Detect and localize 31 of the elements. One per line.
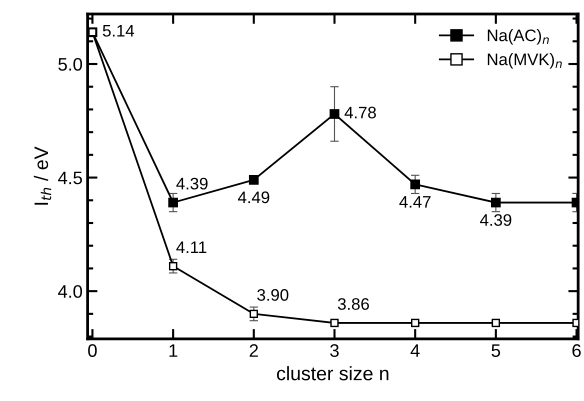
x-tick-label: 2 [250,344,258,357]
data-label: 3.86 [338,298,369,310]
data-label: 3.90 [257,289,288,301]
data-label: 4.49 [238,191,270,204]
point [410,180,420,190]
data-label: 4.39 [176,178,208,190]
point [248,174,259,185]
point [168,198,178,208]
data-label: 4.78 [344,106,376,118]
x-tick-label: 6 [572,344,581,357]
y-tick-label: 4.5 [58,172,82,184]
data-label: 5.14 [102,25,134,37]
point [491,198,501,208]
y-axis-title: I$_{th}$ / eV [34,146,52,205]
legend-label: Na(MVK)$_{n}$ [488,53,562,69]
y-tick-label: 4.0 [58,285,82,298]
x-tick-label: 0 [88,344,97,357]
legend-label: Na(AC)$_{n}$ [488,29,549,45]
x-axis-title: cluster size n [276,366,388,380]
x-tick-label: 4 [410,344,420,357]
point [411,318,420,328]
y-tick-label: 5.0 [58,58,82,71]
x-tick-label: 1 [169,344,178,357]
data-label: 4.47 [399,196,431,208]
point [168,262,178,270]
x-tick-label: 5 [492,344,500,357]
point [330,109,340,119]
data-label: 4.39 [480,214,512,226]
data-label: 4.11 [176,242,206,253]
point [250,310,258,318]
x-tick-label: 3 [330,344,339,357]
